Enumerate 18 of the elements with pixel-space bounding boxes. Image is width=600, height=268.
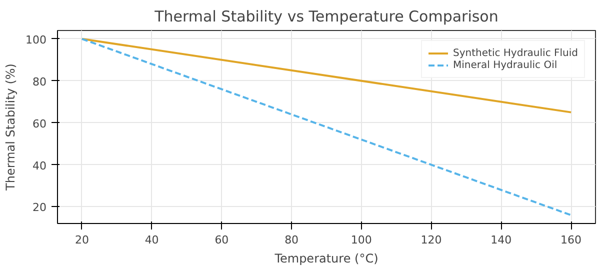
- y-tick-label: 80: [32, 75, 47, 88]
- x-tick-label: 20: [74, 234, 89, 246]
- x-tick-label: 120: [420, 234, 442, 246]
- y-tick-label: 20: [32, 201, 47, 214]
- x-tick-label: 40: [144, 234, 159, 246]
- legend-label: Synthetic Hydraulic Fluid: [453, 47, 578, 59]
- y-axis-title: Thermal Stability (%): [4, 64, 18, 192]
- x-axis-title: Temperature (°C): [274, 252, 378, 266]
- x-tick-label: 160: [560, 234, 582, 246]
- y-tick-label: 40: [32, 159, 47, 172]
- y-tick-label: 100: [26, 33, 47, 46]
- x-tick-label: 80: [284, 234, 299, 246]
- y-tick-label: 60: [32, 117, 47, 130]
- legend-label: Mineral Hydraulic Oil: [453, 59, 558, 71]
- x-tick-label: 100: [350, 234, 372, 246]
- x-tick-label: 60: [214, 234, 229, 246]
- x-tick-label: 140: [490, 234, 512, 246]
- chart-title: Thermal Stability vs Temperature Comparison: [154, 8, 498, 26]
